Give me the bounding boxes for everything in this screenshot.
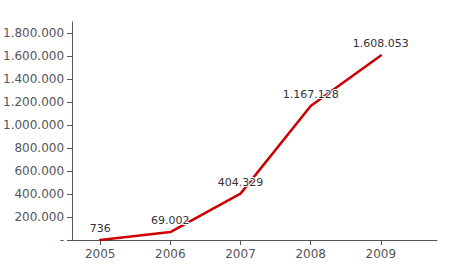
svg-text:69.002: 69.002 [151, 214, 190, 227]
svg-text:1.200.000: 1.200.000 [3, 95, 64, 109]
svg-text:200.000: 200.000 [14, 210, 64, 224]
svg-text:600.000: 600.000 [14, 164, 64, 178]
svg-text:1.400.000: 1.400.000 [3, 72, 64, 86]
svg-text:400.000: 400.000 [14, 187, 64, 201]
svg-text:2007: 2007 [225, 247, 256, 261]
svg-text:404.329: 404.329 [218, 176, 263, 189]
svg-text:1.600.000: 1.600.000 [3, 49, 64, 63]
svg-text:2008: 2008 [295, 247, 326, 261]
svg-text:1.608.053: 1.608.053 [353, 37, 409, 50]
svg-text:2006: 2006 [155, 247, 186, 261]
svg-text:1.167.128: 1.167.128 [283, 88, 339, 101]
svg-text:800.000: 800.000 [14, 141, 64, 155]
svg-text:2009: 2009 [366, 247, 397, 261]
svg-text:2005: 2005 [85, 247, 116, 261]
svg-text:736: 736 [90, 222, 111, 235]
svg-text:1.800.000: 1.800.000 [3, 26, 64, 40]
svg-text:1.000.000: 1.000.000 [3, 118, 64, 132]
svg-text:-: - [60, 233, 64, 247]
